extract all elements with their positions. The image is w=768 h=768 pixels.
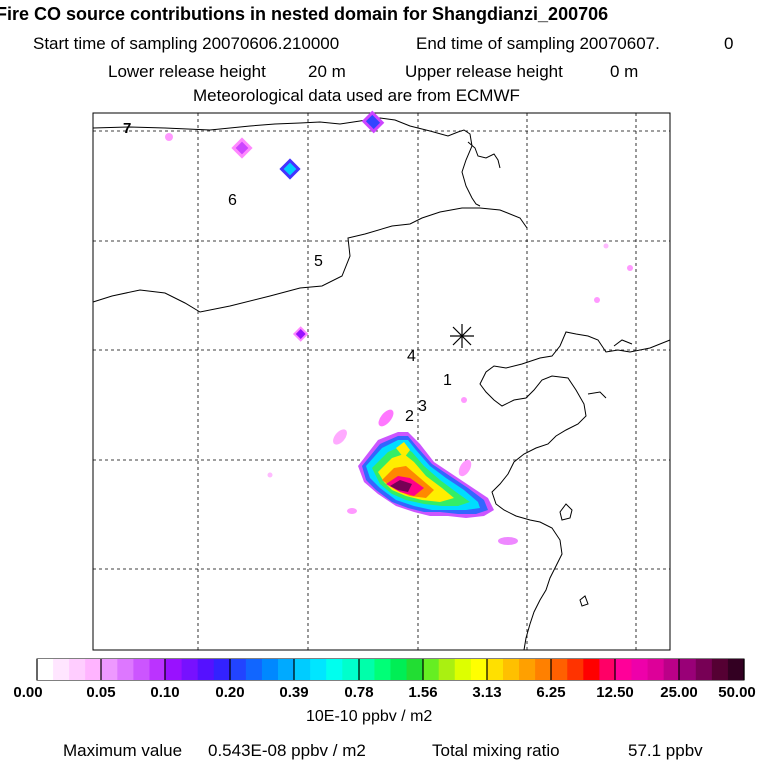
day-label: 3 xyxy=(418,398,427,415)
met-data-label: Meteorological data used are from ECMWF xyxy=(193,86,520,105)
day-label: 5 xyxy=(314,253,323,270)
sampling-end-label: End time of sampling 20070607. xyxy=(416,34,660,53)
colorbar-label: 25.00 xyxy=(660,684,698,701)
upper-release-value: 0 m xyxy=(610,62,639,81)
day-label: 2 xyxy=(405,408,414,425)
colorbar-cell xyxy=(679,659,697,680)
map-title: Fire CO source contributions in nested d… xyxy=(0,4,609,24)
colorbar xyxy=(37,659,745,680)
colorbar-cell xyxy=(599,659,617,680)
colorbar-units: 10E-10 ppbv / m2 xyxy=(306,708,433,725)
colorbar-cell xyxy=(567,659,584,680)
colorbar-cell xyxy=(165,659,183,680)
colorbar-cell xyxy=(502,659,520,680)
colorbar-cell xyxy=(326,659,343,680)
colorbar-cell xyxy=(647,659,665,680)
colorbar-label: 0.39 xyxy=(279,684,309,701)
colorbar-cell xyxy=(535,659,552,680)
colorbar-cell xyxy=(261,659,279,680)
day-label: 7 xyxy=(123,120,132,137)
day-label: 6 xyxy=(228,192,237,209)
colorbar-cell xyxy=(101,659,118,680)
sampling-start-label: Start time of sampling 20070606.210000 xyxy=(33,34,340,53)
colorbar-cell xyxy=(229,659,247,680)
coastline xyxy=(92,117,671,651)
colorbar-label: 0.20 xyxy=(215,684,245,701)
colorbar-cell xyxy=(631,659,649,680)
colorbar-label: 12.50 xyxy=(596,684,634,701)
colorbar-cell xyxy=(551,659,568,680)
colorbar-cell xyxy=(181,659,199,680)
colorbar-cell xyxy=(197,659,215,680)
colorbar-label: 1.56 xyxy=(408,684,438,701)
colorbar-cell xyxy=(53,659,70,680)
colorbar-cell xyxy=(422,659,440,680)
sampling-end-suffix: 0 xyxy=(724,34,734,53)
colorbar-cell xyxy=(695,659,713,680)
colorbar-label: 50.00 xyxy=(718,684,756,701)
colorbar-cell xyxy=(310,659,327,680)
colorbar-cell xyxy=(245,659,263,680)
colorbar-cell xyxy=(278,659,295,680)
colorbar-cell xyxy=(711,659,729,680)
day-label: 1 xyxy=(443,372,452,389)
map-frame xyxy=(92,112,671,651)
total-mixing-label: Total mixing ratio xyxy=(432,741,560,760)
graticule xyxy=(93,113,670,650)
lower-release-value: 20 m xyxy=(308,62,346,81)
lower-release-label: Lower release height xyxy=(108,62,266,81)
colorbar-cell xyxy=(583,659,600,680)
colorbar-cell xyxy=(454,659,472,680)
colorbar-ticks xyxy=(36,659,745,680)
colorbar-cell xyxy=(519,659,536,680)
colorbar-cell xyxy=(486,659,504,680)
colorbar-cell xyxy=(374,659,392,680)
colorbar-cell xyxy=(117,659,135,680)
colorbar-cell xyxy=(342,659,359,680)
colorbar-cell xyxy=(85,659,102,680)
colorbar-cell xyxy=(470,659,488,680)
colorbar-cell xyxy=(615,659,633,680)
asterisk-icon xyxy=(450,324,474,348)
colorbar-label: 0.05 xyxy=(86,684,116,701)
colorbar-cell xyxy=(663,659,681,680)
colorbar-cell xyxy=(213,659,231,680)
colorbar-label: 0.00 xyxy=(13,684,43,701)
colorbar-cell xyxy=(133,659,151,680)
max-value-label: Maximum value xyxy=(63,741,183,760)
colorbar-label: 6.25 xyxy=(536,684,566,701)
colorbar-label: 3.13 xyxy=(472,684,502,701)
colorbar-label: 0.78 xyxy=(344,684,374,701)
total-mixing-value: 57.1 ppbv xyxy=(628,741,703,760)
colorbar-cell xyxy=(727,659,745,680)
colorbar-cell xyxy=(390,659,408,680)
upper-release-label: Upper release height xyxy=(405,62,563,81)
colorbar-cell xyxy=(358,659,376,680)
colorbar-label: 0.10 xyxy=(150,684,180,701)
day-label: 4 xyxy=(407,348,416,365)
colorbar-cell xyxy=(37,659,54,680)
colorbar-cell xyxy=(69,659,86,680)
plume-spots xyxy=(165,110,633,545)
colorbar-cell xyxy=(294,659,311,680)
main-plume xyxy=(358,432,494,518)
max-value: 0.543E-08 ppbv / m2 xyxy=(208,741,366,760)
colorbar-cell xyxy=(438,659,456,680)
colorbar-cell xyxy=(406,659,424,680)
colorbar-cell xyxy=(149,659,167,680)
